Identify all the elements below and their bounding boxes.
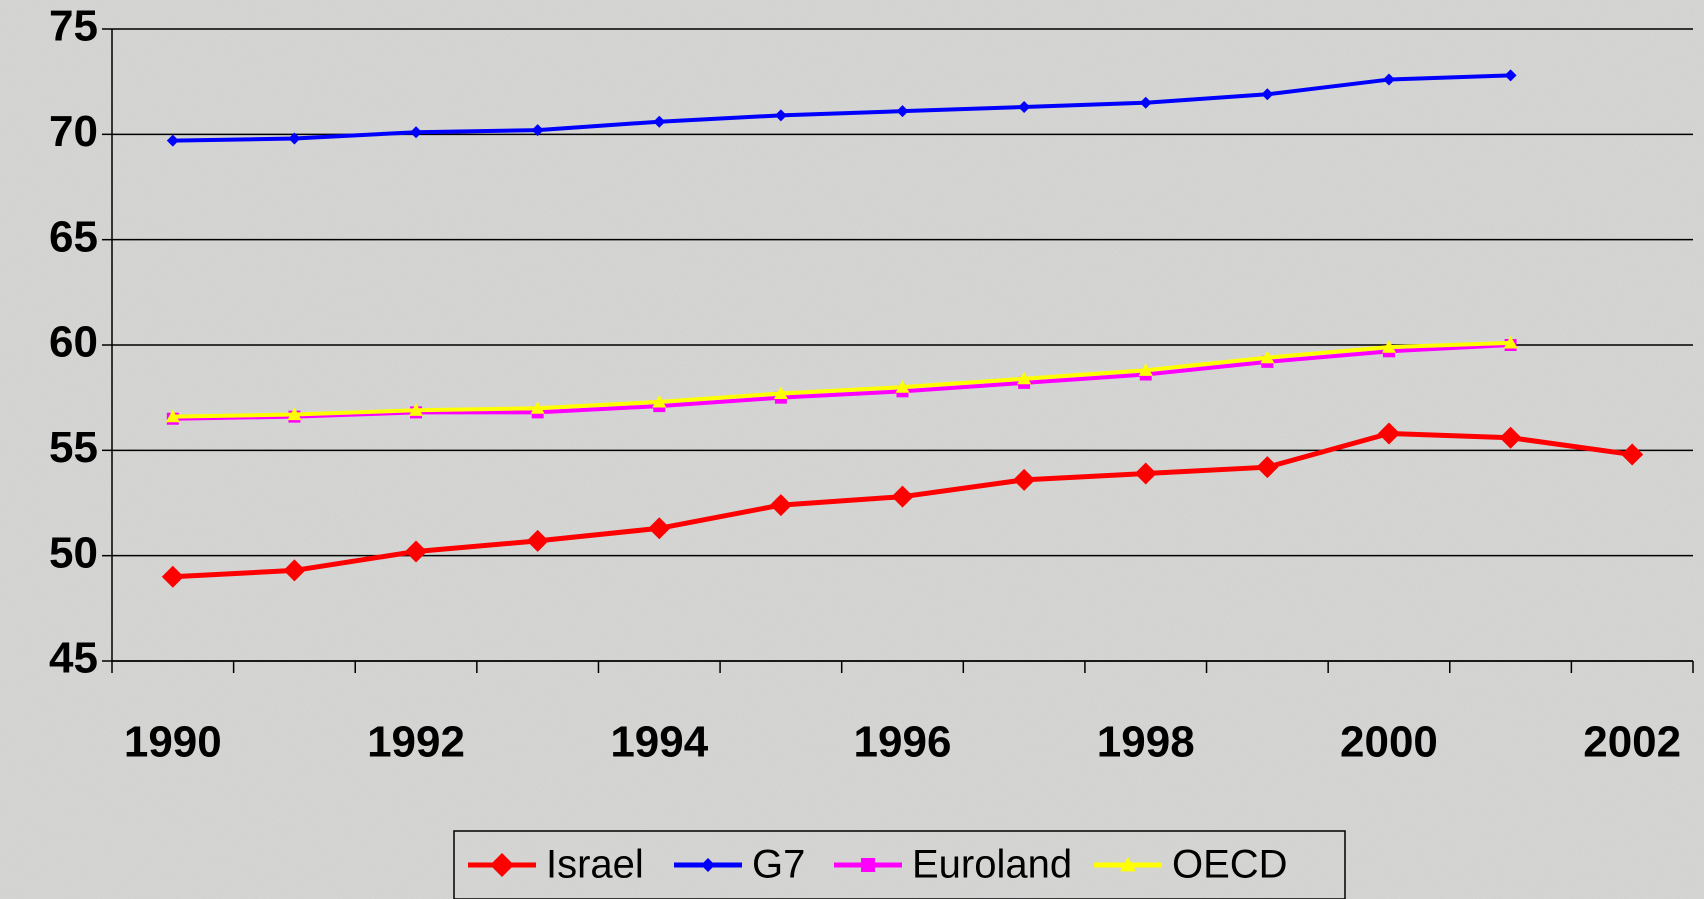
- marker: [1120, 857, 1136, 872]
- marker: [1139, 96, 1152, 109]
- marker: [1134, 462, 1157, 485]
- legend-label: Euroland: [912, 843, 1072, 887]
- marker: [1138, 363, 1153, 376]
- marker: [652, 394, 667, 408]
- marker: [1260, 350, 1275, 364]
- y-tick-label: 65: [49, 212, 98, 261]
- series-line: [172, 73, 1511, 143]
- legend-label: OECD: [1172, 843, 1288, 887]
- marker: [526, 529, 549, 552]
- marker: [288, 132, 301, 145]
- series-line: [172, 343, 1511, 421]
- x-tick-label: 2000: [1340, 718, 1438, 767]
- x-tick-label: 1996: [854, 718, 952, 767]
- marker: [283, 559, 306, 582]
- x-tick-label: 1990: [124, 718, 222, 767]
- y-tick-label: 70: [49, 107, 98, 156]
- marker: [1261, 88, 1274, 101]
- x-tick-label: 2002: [1583, 718, 1681, 767]
- marker: [896, 105, 909, 118]
- marker: [1382, 73, 1395, 86]
- legend-label: G7: [752, 843, 805, 887]
- marker: [653, 115, 666, 128]
- marker: [1013, 468, 1036, 491]
- y-tick-label: 75: [49, 2, 98, 51]
- marker: [1621, 443, 1644, 466]
- legend-box: [453, 830, 1346, 899]
- marker: [701, 858, 715, 872]
- marker: [405, 540, 428, 563]
- marker: [1504, 69, 1517, 82]
- marker: [1377, 422, 1400, 445]
- marker: [1499, 426, 1522, 449]
- marker: [1503, 335, 1518, 349]
- marker: [891, 485, 914, 508]
- series-line: [172, 340, 1511, 419]
- marker: [1256, 456, 1279, 479]
- marker: [530, 401, 545, 414]
- marker: [165, 409, 180, 423]
- marker: [166, 134, 179, 147]
- marker: [287, 407, 302, 421]
- x-tick-label: 1998: [1097, 718, 1195, 767]
- marker: [490, 853, 514, 877]
- marker: [161, 565, 184, 588]
- y-tick-label: 50: [49, 528, 98, 577]
- marker: [1018, 100, 1031, 113]
- legend-label: Israel: [546, 843, 644, 887]
- marker: [895, 380, 910, 393]
- marker: [773, 386, 788, 400]
- marker: [409, 403, 424, 416]
- marker: [769, 494, 792, 517]
- y-tick-label: 55: [49, 423, 98, 472]
- marker: [648, 517, 671, 540]
- marker: [774, 109, 787, 122]
- x-tick-label: 1992: [367, 718, 465, 767]
- marker: [1017, 371, 1032, 385]
- marker: [410, 126, 423, 139]
- marker: [861, 858, 875, 872]
- y-tick-label: 60: [49, 318, 98, 367]
- marker: [531, 124, 544, 137]
- marker: [1381, 340, 1396, 353]
- y-tick-label: 45: [49, 634, 98, 683]
- x-tick-label: 1994: [610, 718, 708, 767]
